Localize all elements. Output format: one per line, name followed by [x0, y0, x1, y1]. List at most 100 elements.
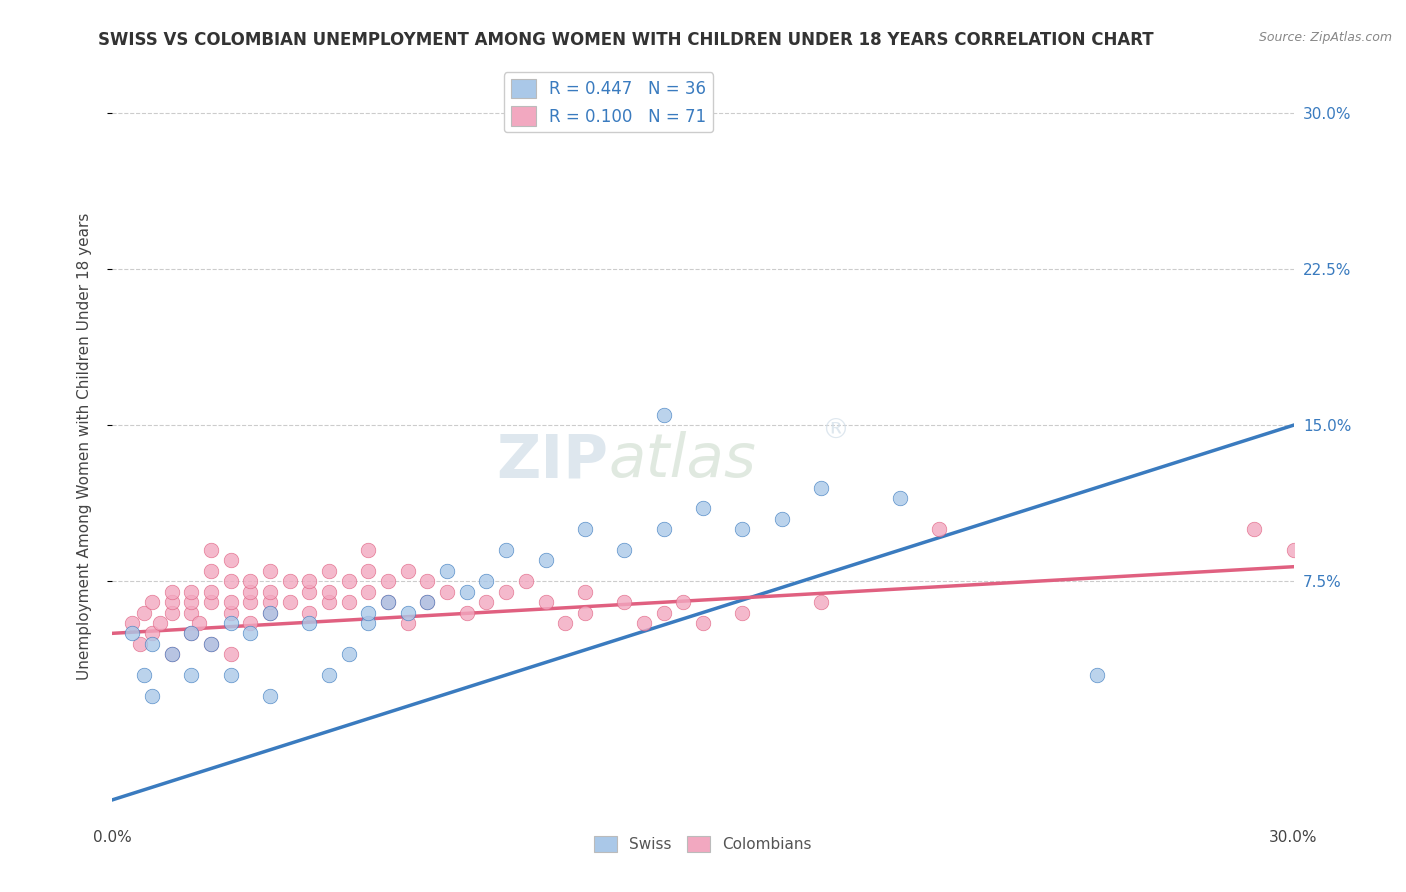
Point — [1243, 522, 1265, 536]
Point — [278, 595, 301, 609]
Point — [574, 584, 596, 599]
Point — [574, 606, 596, 620]
Point — [141, 626, 163, 640]
Point — [810, 595, 832, 609]
Point — [574, 522, 596, 536]
Point — [436, 564, 458, 578]
Point — [1085, 668, 1108, 682]
Point — [534, 553, 557, 567]
Point — [396, 564, 419, 578]
Point — [200, 543, 222, 558]
Point — [259, 595, 281, 609]
Point — [200, 595, 222, 609]
Point — [436, 584, 458, 599]
Point — [357, 606, 380, 620]
Point — [239, 595, 262, 609]
Point — [731, 606, 754, 620]
Point — [132, 606, 155, 620]
Point — [180, 626, 202, 640]
Point — [770, 512, 793, 526]
Point — [298, 574, 321, 589]
Point — [160, 584, 183, 599]
Point — [416, 574, 439, 589]
Point — [200, 564, 222, 578]
Point — [810, 481, 832, 495]
Point — [180, 584, 202, 599]
Point — [239, 626, 262, 640]
Point — [298, 615, 321, 630]
Point — [1282, 543, 1305, 558]
Point — [219, 668, 242, 682]
Point — [396, 615, 419, 630]
Point — [160, 606, 183, 620]
Point — [160, 647, 183, 661]
Point — [495, 543, 517, 558]
Point — [377, 595, 399, 609]
Point — [534, 595, 557, 609]
Point — [318, 595, 340, 609]
Point — [259, 606, 281, 620]
Text: ZIP: ZIP — [496, 432, 609, 491]
Point — [613, 543, 636, 558]
Point — [219, 595, 242, 609]
Point — [200, 584, 222, 599]
Point — [180, 626, 202, 640]
Text: Source: ZipAtlas.com: Source: ZipAtlas.com — [1258, 31, 1392, 45]
Point — [337, 574, 360, 589]
Text: SWISS VS COLOMBIAN UNEMPLOYMENT AMONG WOMEN WITH CHILDREN UNDER 18 YEARS CORRELA: SWISS VS COLOMBIAN UNEMPLOYMENT AMONG WO… — [98, 31, 1154, 49]
Point — [318, 564, 340, 578]
Point — [456, 584, 478, 599]
Point — [180, 668, 202, 682]
Legend: Swiss, Colombians: Swiss, Colombians — [588, 830, 818, 858]
Point — [515, 574, 537, 589]
Point — [219, 647, 242, 661]
Point — [219, 574, 242, 589]
Point — [219, 606, 242, 620]
Point — [298, 606, 321, 620]
Point — [121, 615, 143, 630]
Point — [672, 595, 695, 609]
Point — [633, 615, 655, 630]
Point — [554, 615, 576, 630]
Point — [495, 584, 517, 599]
Point — [357, 564, 380, 578]
Point — [652, 408, 675, 422]
Point — [141, 595, 163, 609]
Point — [180, 606, 202, 620]
Point — [278, 574, 301, 589]
Point — [239, 574, 262, 589]
Point — [475, 574, 498, 589]
Point — [132, 668, 155, 682]
Point — [180, 595, 202, 609]
Point — [357, 584, 380, 599]
Point — [692, 501, 714, 516]
Point — [456, 606, 478, 620]
Point — [475, 595, 498, 609]
Point — [652, 606, 675, 620]
Point — [377, 574, 399, 589]
Point — [141, 689, 163, 703]
Point — [259, 689, 281, 703]
Point — [416, 595, 439, 609]
Point — [160, 647, 183, 661]
Point — [259, 584, 281, 599]
Point — [416, 595, 439, 609]
Point — [121, 626, 143, 640]
Y-axis label: Unemployment Among Women with Children Under 18 years: Unemployment Among Women with Children U… — [77, 212, 91, 680]
Point — [928, 522, 950, 536]
Point — [259, 606, 281, 620]
Point — [357, 615, 380, 630]
Point — [396, 606, 419, 620]
Text: atlas: atlas — [609, 432, 756, 491]
Point — [889, 491, 911, 505]
Point — [239, 584, 262, 599]
Point — [731, 522, 754, 536]
Point — [318, 584, 340, 599]
Point — [200, 637, 222, 651]
Point — [141, 637, 163, 651]
Point — [149, 615, 172, 630]
Point — [259, 564, 281, 578]
Point — [200, 637, 222, 651]
Point — [652, 522, 675, 536]
Point — [613, 595, 636, 609]
